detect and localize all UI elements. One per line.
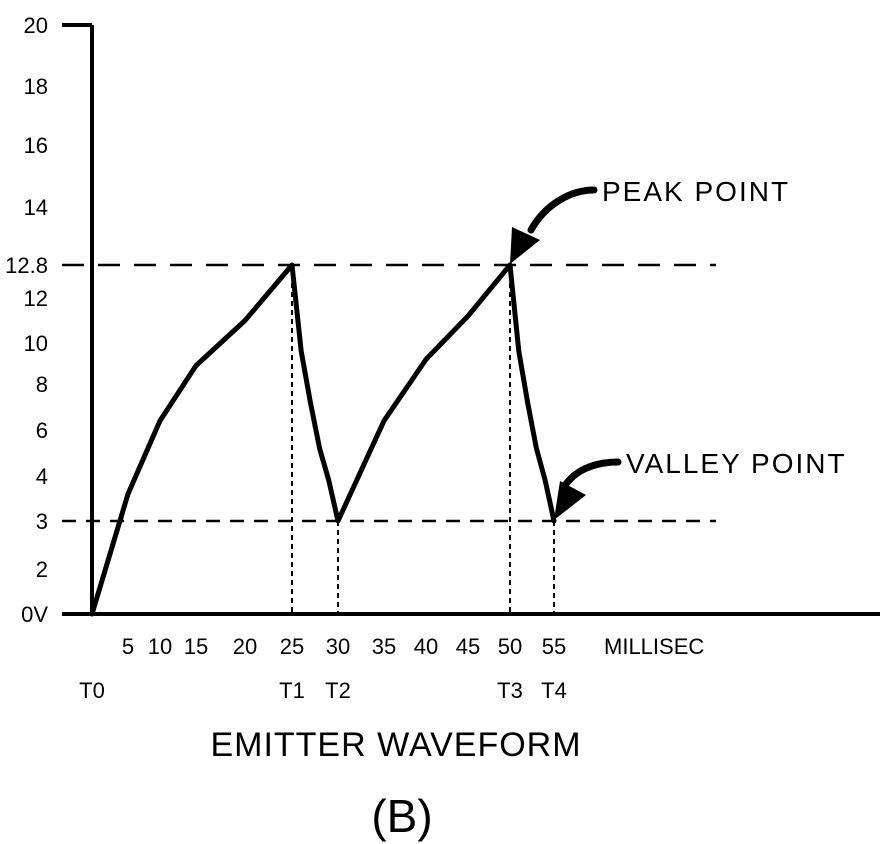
- y-tick-label: 10: [24, 331, 48, 356]
- annotation-arrow-head: [554, 481, 586, 520]
- panel-label: (B): [371, 790, 432, 842]
- x-tick-label: 10: [148, 634, 172, 659]
- time-marker-label: T4: [541, 678, 567, 703]
- y-tick-label: 20: [24, 13, 48, 38]
- x-tick-label: 55: [542, 634, 566, 659]
- reference-lines: [62, 263, 716, 523]
- x-tick-label: 45: [456, 634, 480, 659]
- time-marker-label: T1: [279, 678, 305, 703]
- y-tick-label: 3: [36, 509, 48, 534]
- x-tick-labels: 5 10 15 20 25 30 35 40 45 50 55: [122, 634, 566, 659]
- chart-title: EMITTER WAVEFORM: [210, 726, 581, 764]
- time-marker-label: T0: [79, 678, 105, 703]
- y-tick-label: 6: [36, 418, 48, 443]
- waveform-line: [89, 262, 557, 617]
- y-tick-label: 12.8: [5, 253, 48, 278]
- y-tick-label: 4: [36, 464, 48, 489]
- time-marker-drop-lines: [291, 265, 555, 614]
- annotations: PEAK POINT VALLEY POINT: [510, 176, 847, 520]
- time-marker-label: T2: [325, 678, 351, 703]
- x-tick-label: 30: [326, 634, 350, 659]
- x-tick-label: 50: [498, 634, 522, 659]
- waveform-series: [89, 262, 557, 617]
- x-tick-label: 35: [372, 634, 396, 659]
- x-tick-label: 5: [122, 634, 134, 659]
- y-tick-label: 14: [24, 195, 48, 220]
- y-tick-label: 2: [36, 557, 48, 582]
- x-tick-label: 20: [233, 634, 257, 659]
- y-tick-labels: 0V 2 3 4 6 8 10 12 12.8 14 16 18 20: [5, 13, 48, 627]
- annotation-arrow-stem: [562, 458, 622, 488]
- x-tick-label: 40: [414, 634, 438, 659]
- x-tick-label: 25: [280, 634, 304, 659]
- annotation-label: PEAK POINT: [602, 176, 790, 207]
- annotation-arrow-head: [510, 227, 540, 264]
- y-tick-label: 8: [36, 372, 48, 397]
- x-tick-label: 15: [184, 634, 208, 659]
- y-tick-label: 16: [24, 133, 48, 158]
- time-marker-label: T3: [497, 678, 523, 703]
- y-tick-label: 12: [24, 286, 48, 311]
- x-axis-label: MILLISEC: [604, 634, 704, 659]
- annotation-arrow-stem: [527, 186, 598, 234]
- annotation-label: VALLEY POINT: [626, 448, 847, 479]
- y-tick-label: 0V: [21, 602, 48, 627]
- y-tick-label: 18: [24, 74, 48, 99]
- time-marker-labels: T0 T1 T2 T3 T4: [79, 678, 567, 703]
